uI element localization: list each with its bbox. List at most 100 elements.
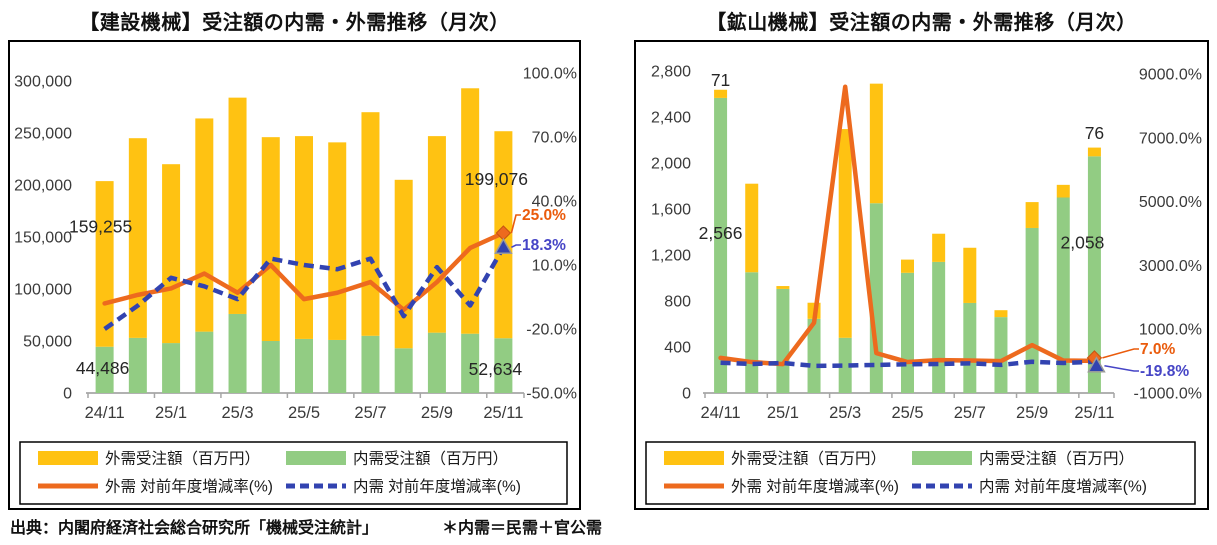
legend: 外需受注額（百万円） 内需受注額（百万円） 外需 対前年度増減率(%) 内需 対前年度… [645,441,1196,505]
bar-value-label: 76 [1085,123,1104,143]
bar-foreign [195,118,214,332]
triangle-marker [1087,356,1106,373]
bar-axis-labels: 300,000 250,000 200,000 150,000 100,000 50,00… [14,74,72,403]
stacked-bars [714,83,1101,393]
bar-domestic [869,203,883,393]
axis-label: 2,800 [651,64,691,81]
bar-foreign [162,164,181,344]
axis-label: 25/5 [891,404,923,422]
axis-label: 25/1 [767,404,799,422]
bar-axis-labels: 2,800 2,400 2,000 1,600 1,200 800 400 0 [651,64,691,403]
bar-value-label: 2,058 [1061,232,1105,252]
bar-foreign [328,142,347,340]
bar-domestic [461,333,480,393]
bar-domestic [963,302,977,393]
stacked-bars [95,88,513,393]
bar-domestic [745,272,759,393]
latest-pct-label: 18.3% [522,237,566,254]
bar-value-label: 71 [711,70,730,90]
axis-label: 70.0% [532,130,577,147]
line-domestic-yoy [103,246,506,331]
line-domestic-yoy [720,359,1095,369]
construction-chart: 300,000 250,000 200,000 150,000 100,000 50,00… [8,40,581,510]
legend-swatch-foreign-bar [664,451,724,465]
axis-label: 50,000 [23,334,72,351]
x-axis-labels: 24/11 25/1 25/3 25/5 25/7 25/9 25/11 [85,404,524,422]
bar-domestic [95,346,114,393]
bar-foreign [394,179,413,349]
axis-label: 7000.0% [1139,130,1202,147]
legend-label-foreign-line: 外需 対前年度増減率(%) [731,478,899,496]
bar-domestic [328,339,347,393]
bar-foreign [128,138,147,338]
axis-label: 25/5 [288,404,320,422]
bar-foreign [1056,184,1070,198]
axis-label: 9000.0% [1139,67,1202,84]
bar-value-label: 159,255 [69,217,132,237]
bar-foreign [963,247,977,303]
latest-pct-label: 25.0% [522,207,566,224]
bar-domestic [838,337,852,393]
x-axis [703,392,1115,398]
legend-swatch-domestic-bar [286,451,346,465]
bar-foreign [838,129,852,338]
bar-foreign [295,136,313,339]
bar-domestic [427,332,446,393]
legend-label-domestic-line: 内需 対前年度増減率(%) [353,478,521,496]
axis-label: 40.0% [532,194,577,211]
triangle-marker [494,237,513,255]
bar-foreign [427,136,446,333]
legend-label-foreign-line: 外需 対前年度増減率(%) [105,478,273,496]
legend-label-domestic-bar: 内需受注額（百万円） [353,450,508,468]
bar-domestic [295,338,313,393]
axis-label: 25/3 [221,404,253,422]
source-text: 出典：内閣府経済社会総合研究所「機械受注統計」 [10,520,379,537]
axis-label: 3000.0% [1139,258,1202,275]
bar-foreign [745,183,759,273]
demand-definition-note: ＊内需＝民需＋官公需 [442,520,603,537]
bar-domestic [776,288,790,393]
axis-label: 100,000 [14,282,72,299]
bar-domestic [261,341,280,393]
axis-label: -1000.0% [1134,386,1203,403]
axis-label: 250,000 [14,126,72,143]
mining-chart: 2,800 2,400 2,000 1,600 1,200 800 400 0 9000.0% 7… [634,40,1209,510]
chart-title-mining: 【鉱山機械】受注額の内需・外需推移（月次） [706,12,1137,34]
callout-leader [511,244,521,249]
callout-leader [1104,364,1139,372]
bar-value-label: 52,634 [469,359,523,379]
bar-domestic [1025,227,1039,393]
bar-domestic [901,272,914,393]
legend-label-foreign-bar: 外需受注額（百万円） [731,450,886,468]
line-foreign-yoy [718,84,1097,367]
construction-chart-plot: 300,000 250,000 200,000 150,000 100,000 50,00… [14,66,577,505]
axis-label: 0 [682,386,691,403]
line-foreign-yoy [102,230,506,313]
legend: 外需受注額（百万円） 内需受注額（百万円） 外需 対前年度増減率(%) 内需 対前年度… [19,441,568,505]
bar-domestic [394,348,413,393]
axis-label: 25/11 [483,404,523,422]
bar-foreign [932,233,946,262]
mining-chart-plot: 2,800 2,400 2,000 1,600 1,200 800 400 0 9000.0% 7… [645,64,1203,505]
bar-foreign [869,83,883,204]
axis-label: 800 [664,294,691,311]
bar-domestic [714,97,728,393]
axis-label: 400 [664,340,691,357]
axis-label: 25/7 [354,404,386,422]
axis-label: -50.0% [526,386,577,403]
axis-label: 5000.0% [1139,194,1202,211]
bar-foreign [994,310,1008,318]
pct-axis-labels: 9000.0% 7000.0% 5000.0% 3000.0% 1000.0% -1000… [1134,67,1203,403]
axis-label: 100.0% [523,66,577,83]
bar-value-label: 199,076 [465,169,528,189]
axis-label: 2,400 [651,110,691,127]
latest-pct-label: 7.0% [1140,341,1176,358]
bar-domestic [195,331,214,393]
bar-domestic [807,318,821,393]
bar-foreign [461,88,480,334]
axis-label: 25/9 [1016,404,1048,422]
axis-label: 25/11 [1074,404,1114,422]
axis-label: 10.0% [532,258,577,275]
bar-domestic [1056,197,1070,393]
